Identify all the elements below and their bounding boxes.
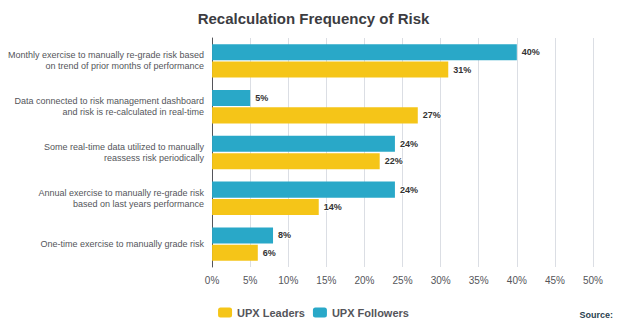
svg-text:40%: 40% — [522, 47, 540, 57]
svg-text:8%: 8% — [278, 230, 291, 240]
svg-text:20%: 20% — [354, 275, 374, 286]
svg-text:0%: 0% — [205, 275, 220, 286]
svg-text:24%: 24% — [400, 139, 418, 149]
svg-text:Some real-time data utilized t: Some real-time data utilized to manually — [44, 142, 205, 152]
svg-text:45%: 45% — [545, 275, 565, 286]
svg-text:and risk is re-calculated in r: and risk is re-calculated in real-time — [63, 107, 205, 117]
svg-text:40%: 40% — [507, 275, 527, 286]
svg-text:based on last years performanc: based on last years performance — [73, 199, 204, 209]
svg-text:Monthly exercise to manually r: Monthly exercise to manually re-grade ri… — [8, 50, 204, 60]
svg-text:Data connected to risk managem: Data connected to risk management dashbo… — [14, 96, 204, 106]
svg-text:reassess risk periodically: reassess risk periodically — [104, 153, 205, 163]
svg-text:14%: 14% — [324, 202, 342, 212]
svg-text:Recalculation Frequency of Ris: Recalculation Frequency of Risk — [198, 10, 430, 27]
svg-text:on trend of prior months of pe: on trend of prior months of performance — [45, 61, 204, 71]
svg-text:6%: 6% — [263, 248, 276, 258]
svg-text:27%: 27% — [423, 110, 441, 120]
svg-text:15%: 15% — [316, 275, 336, 286]
svg-text:UPX Leaders: UPX Leaders — [237, 307, 305, 319]
svg-text:22%: 22% — [385, 156, 403, 166]
svg-text:35%: 35% — [469, 275, 489, 286]
svg-text:Source:: Source: — [579, 310, 613, 320]
svg-text:UPX Followers: UPX Followers — [332, 307, 409, 319]
svg-text:30%: 30% — [431, 275, 451, 286]
svg-text:10%: 10% — [278, 275, 298, 286]
svg-text:5%: 5% — [243, 275, 258, 286]
svg-text:5%: 5% — [255, 93, 268, 103]
svg-text:25%: 25% — [393, 275, 413, 286]
svg-text:24%: 24% — [400, 185, 418, 195]
svg-text:One-time exercise to manually: One-time exercise to manually grade risk — [41, 239, 205, 249]
svg-text:31%: 31% — [453, 65, 471, 75]
svg-text:50%: 50% — [583, 275, 603, 286]
svg-text:Annual exercise to manually re: Annual exercise to manually re-grade ris… — [39, 188, 205, 198]
